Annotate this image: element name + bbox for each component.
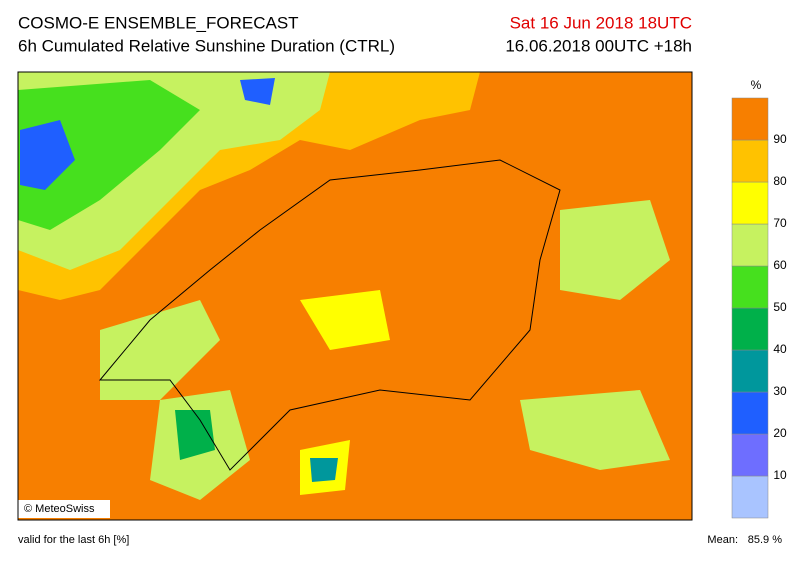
map-area: [20, 120, 75, 190]
legend-label: 60: [773, 258, 787, 272]
valid-time: Sat 16 Jun 2018 18UTC: [510, 13, 692, 32]
subtitle: 6h Cumulated Relative Sunshine Duration …: [18, 36, 395, 55]
legend-swatch: [731, 307, 769, 351]
map-area: [300, 290, 390, 350]
legend: % 10 20 30 40 50 60 70 80 90: [731, 78, 787, 519]
legend-swatch: [731, 223, 769, 267]
legend-swatch: [731, 433, 769, 477]
map-area: [175, 410, 215, 460]
legend-label: 10: [773, 468, 787, 482]
legend-label: 30: [773, 384, 787, 398]
title: COSMO-E ENSEMBLE_FORECAST: [18, 13, 299, 32]
map-area: [310, 458, 338, 482]
map-area: [240, 78, 275, 105]
legend-label: 40: [773, 342, 787, 356]
map-frame: [17, 71, 693, 521]
mean-value: 85.9 %: [748, 534, 782, 546]
legend-label: 80: [773, 174, 787, 188]
mean-label: Mean:: [707, 534, 738, 546]
legend-unit: %: [751, 78, 762, 92]
legend-swatch: [731, 181, 769, 225]
legend-swatch: [731, 391, 769, 435]
legend-swatch: [731, 139, 769, 183]
map: © MeteoSwiss: [17, 71, 693, 521]
legend-swatch: [731, 349, 769, 393]
map-area: [18, 80, 200, 230]
border: [98, 159, 561, 471]
legend-label: 70: [773, 216, 787, 230]
footer-note: valid for the last 6h [%]: [18, 534, 129, 546]
map-area: [560, 200, 670, 300]
legend-label: 90: [773, 132, 787, 146]
map-area: [520, 390, 670, 470]
legend-swatch: [731, 265, 769, 309]
legend-swatch: [731, 475, 769, 519]
legend-label: 50: [773, 300, 787, 314]
legend-swatch: [731, 97, 769, 141]
copyright-box: [18, 500, 110, 518]
map-area: [100, 300, 220, 400]
run-time: 16.06.2018 00UTC +18h: [505, 36, 692, 55]
copyright: © MeteoSwiss: [24, 503, 95, 515]
legend-label: 20: [773, 426, 787, 440]
